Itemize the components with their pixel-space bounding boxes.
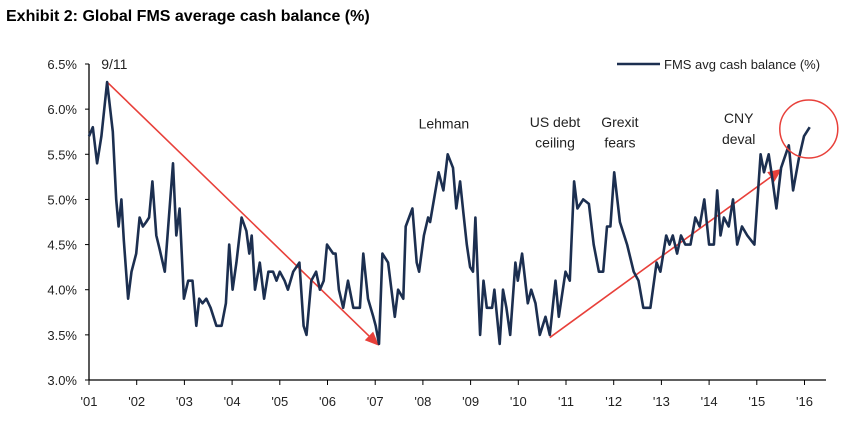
x-tick-label: '01 [81, 394, 98, 409]
x-tick-label: '08 [414, 394, 431, 409]
y-tick-label: 6.0% [47, 102, 77, 117]
x-tick-label: '07 [367, 394, 384, 409]
y-tick-label: 5.0% [47, 192, 77, 207]
x-tick-label: '16 [796, 394, 813, 409]
x-tick-label: '04 [224, 394, 241, 409]
series-line-fms-avg-cash-balance [87, 80, 811, 346]
annotations: 9/11 Lehman US debt ceiling Grexit fears CNY de… [101, 56, 755, 151]
y-tick-label: 6.5% [47, 57, 77, 72]
x-tick-label: '11 [558, 394, 574, 409]
y-tick-label: 3.5% [47, 328, 77, 343]
x-tick-label: '02 [128, 394, 145, 409]
y-tick-label: 4.0% [47, 283, 77, 298]
x-tick-label: '14 [701, 394, 718, 409]
annotation-label: Lehman [419, 116, 470, 132]
axes [88, 64, 826, 381]
x-tick-label: '06 [319, 394, 336, 409]
highlight-circle [779, 99, 839, 159]
annotation-label: Grexit [601, 114, 638, 130]
x-tick-label: '13 [653, 394, 670, 409]
annotation-label: CNY [724, 110, 754, 126]
x-tick-label: '15 [748, 394, 765, 409]
legend-label: FMS avg cash balance (%) [664, 57, 820, 72]
x-ticks: '01 '02 '03 '04 '05 '06 '07 '08 '09 '10 '11 '12 '13 '… [81, 380, 813, 409]
y-ticks: 3.0% 3.5% 4.0% 4.5% 5.0% 5.5% 6.0% 6.5% [47, 57, 89, 388]
x-tick-label: '05 [271, 394, 288, 409]
chart-title: Exhibit 2: Global FMS average cash balan… [6, 8, 370, 25]
annotation-label: ceiling [535, 135, 575, 151]
x-tick-label: '03 [176, 394, 193, 409]
annotation-label: deval [722, 131, 755, 147]
annotation-label: 9/11 [101, 56, 127, 72]
y-tick-label: 4.5% [47, 238, 77, 253]
x-tick-label: '09 [462, 394, 479, 409]
y-tick-label: 3.0% [47, 373, 77, 388]
x-tick-label: '10 [510, 394, 527, 409]
annotation-label: US debt [530, 114, 581, 130]
legend: FMS avg cash balance (%) [617, 57, 820, 72]
down-trend-arrow-shaft [106, 81, 370, 337]
annotation-label: fears [604, 135, 635, 151]
down-trend-arrow-head [364, 331, 380, 346]
y-tick-label: 5.5% [47, 147, 77, 162]
x-tick-label: '12 [605, 394, 622, 409]
